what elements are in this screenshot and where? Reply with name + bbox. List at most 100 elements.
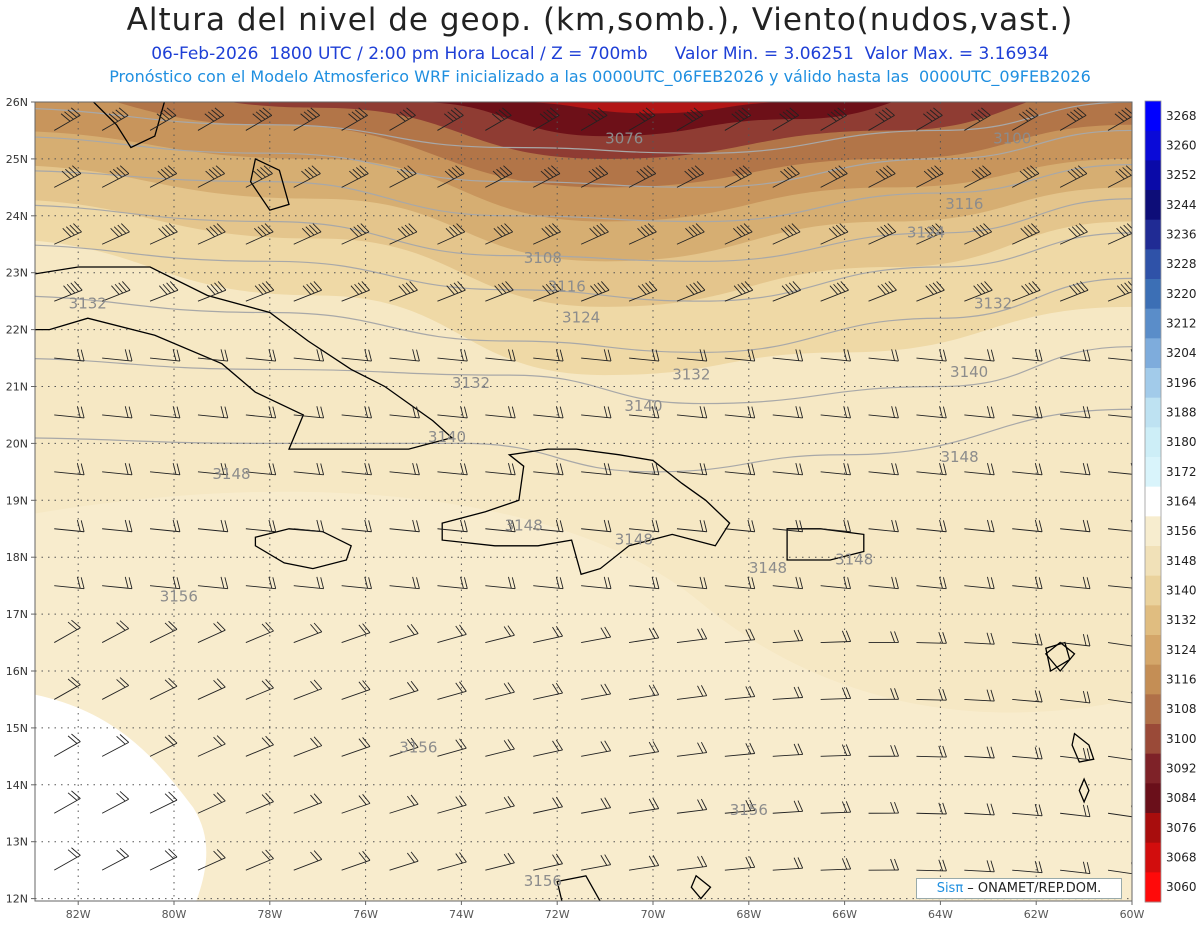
coast-martinique	[1071, 732, 1095, 763]
wind-barb	[676, 223, 705, 245]
wind-barb	[341, 623, 371, 643]
wind-barb	[437, 223, 466, 245]
colorbar-swatch	[1145, 130, 1161, 161]
colorbar-label: 3180	[1166, 435, 1197, 449]
wind-barb	[581, 797, 612, 814]
wind-barb	[676, 798, 708, 814]
wind-barb	[580, 165, 609, 188]
wind-barb	[868, 688, 899, 700]
wind-barb	[1060, 634, 1091, 647]
isoline	[35, 102, 1132, 154]
contour-label: 3124	[907, 223, 945, 241]
wind-barb	[772, 107, 799, 131]
wind-barb	[1012, 747, 1043, 760]
wind-barb	[820, 630, 852, 643]
wind-barb	[1012, 804, 1043, 817]
wind-barb	[437, 795, 467, 814]
wind-barb	[533, 682, 563, 700]
wind-barb	[724, 519, 756, 533]
wind-barb	[533, 519, 564, 533]
wind-barb	[197, 576, 229, 590]
coast-andros	[249, 157, 290, 211]
wind-barb	[820, 519, 851, 533]
wind-barb	[581, 683, 612, 700]
colorbar-swatch	[1145, 219, 1161, 250]
wind-barb	[149, 791, 178, 814]
wind-barb	[772, 743, 804, 757]
contour-label: 3156	[524, 872, 562, 890]
wind-barb	[197, 678, 226, 700]
wind-barb	[580, 281, 610, 302]
wind-barb	[341, 576, 372, 590]
wind-barb	[485, 625, 515, 643]
wind-barb	[389, 463, 420, 476]
wind-barb	[245, 849, 274, 871]
shading-band	[509, 102, 797, 114]
lat-label: 17N	[6, 608, 28, 621]
wind-barb	[245, 792, 274, 814]
wind-barb	[197, 621, 226, 643]
wind-barb	[628, 798, 660, 814]
colorbar-frame	[1144, 100, 1162, 903]
wind-barb	[581, 519, 612, 533]
wind-barb	[724, 406, 756, 419]
wind-barb	[437, 852, 467, 871]
wind-barb	[772, 576, 804, 590]
isoline	[35, 346, 1132, 405]
colorbar-label: 3164	[1166, 495, 1197, 509]
colorbar-label: 3076	[1166, 821, 1197, 835]
lon-label: 72W	[545, 908, 570, 921]
wind-barb	[245, 107, 273, 131]
wind-barb	[485, 463, 516, 476]
wind-barb	[485, 796, 515, 814]
wind-barb	[772, 629, 804, 643]
wind-barb	[293, 679, 323, 700]
wind-barb	[724, 349, 756, 362]
model-info-subtitle: Pronóstico con el Modelo Atmosferico WRF…	[109, 67, 1091, 86]
wind-barb	[533, 626, 563, 643]
wind-barb	[437, 624, 467, 643]
contour-label: 3124	[562, 309, 600, 327]
wind-barb	[533, 223, 561, 245]
wind-barb	[820, 687, 852, 700]
colorbar-swatch	[1145, 783, 1161, 814]
wind-barb	[1012, 690, 1043, 703]
wind-barb	[1060, 576, 1091, 590]
wind-barb	[101, 107, 129, 131]
wind-barb	[533, 281, 562, 302]
wind-barb	[820, 801, 852, 814]
wind-barb	[101, 165, 130, 188]
wind-barb	[676, 349, 708, 362]
wind-barb	[341, 107, 368, 131]
contour-label: 3148	[749, 559, 787, 577]
wind-barb	[149, 281, 179, 302]
contour-label: 3076	[605, 129, 643, 147]
lat-label: 20N	[6, 437, 28, 450]
wind-barb	[772, 686, 804, 700]
wind-barb	[772, 281, 802, 302]
contour-label: 3140	[950, 363, 988, 381]
wind-barb	[293, 622, 323, 643]
wind-barb	[54, 281, 83, 302]
wind-barb	[485, 852, 515, 871]
wind-barb	[533, 165, 561, 188]
wind-barb	[916, 281, 945, 302]
wind-barb	[293, 107, 320, 131]
wind-barb	[1012, 633, 1043, 646]
colorbar-swatch	[1145, 724, 1161, 755]
contour-label: 3100	[993, 129, 1031, 147]
wind-barb	[245, 281, 275, 302]
wind-barb	[724, 107, 752, 131]
colorbar-label: 3108	[1166, 702, 1197, 716]
wind-barb	[533, 463, 564, 476]
wind-barb	[964, 107, 991, 131]
wind-barb	[150, 463, 181, 476]
wind-barb	[54, 790, 81, 814]
lon-label: 78W	[257, 908, 282, 921]
wind-barb	[389, 165, 417, 188]
wind-barb	[102, 519, 133, 533]
contour-label: 3140	[428, 428, 466, 446]
colorbar-label: 3084	[1166, 791, 1197, 805]
wind-barb	[293, 165, 321, 188]
